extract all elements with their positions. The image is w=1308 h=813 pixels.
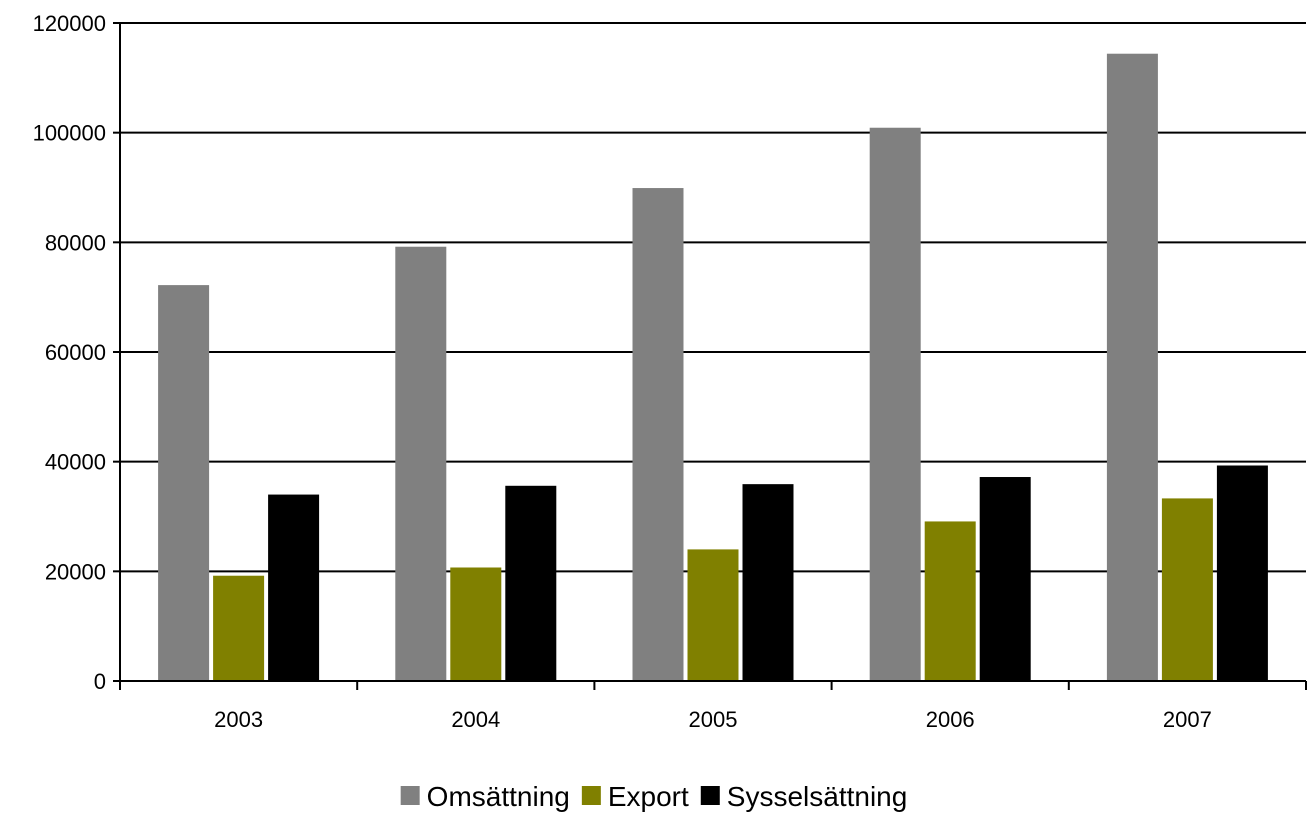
x-axis-tick-labels: 2003 2004 2005 2006 2007 xyxy=(214,707,1212,732)
y-tick-label: 80000 xyxy=(45,230,106,255)
y-tick-label: 120000 xyxy=(33,11,106,36)
legend-label: Export xyxy=(608,781,689,812)
y-axis-tick-labels: 0 20000 40000 60000 80000 100000 120000 xyxy=(33,11,106,694)
bar-export-2003 xyxy=(213,575,265,681)
legend-swatch xyxy=(700,786,720,805)
x-tick-label: 2006 xyxy=(926,707,975,732)
x-tick-label: 2004 xyxy=(451,707,500,732)
bar-omsättning-2005 xyxy=(632,188,684,681)
axes xyxy=(113,22,1307,690)
bar-omsättning-2004 xyxy=(395,246,447,681)
bar-sysselsättning-2005 xyxy=(742,484,794,681)
y-tick-label: 20000 xyxy=(45,559,106,584)
legend-swatch xyxy=(581,786,601,805)
x-tick-label: 2003 xyxy=(214,707,263,732)
bar-export-2006 xyxy=(924,521,976,681)
bar-omsättning-2003 xyxy=(158,285,210,681)
bar-omsättning-2006 xyxy=(869,127,921,681)
y-tick-label: 60000 xyxy=(45,340,106,365)
legend-item-export: Export xyxy=(581,781,689,812)
legend-label: Sysselsättning xyxy=(727,781,908,812)
bar-export-2004 xyxy=(450,567,502,681)
legend-item-omsättning: Omsättning xyxy=(400,781,570,812)
y-tick-label: 100000 xyxy=(33,121,106,146)
legend-item-sysselsättning: Sysselsättning xyxy=(700,781,908,812)
bar-export-2005 xyxy=(687,549,739,681)
x-tick-label: 2005 xyxy=(689,707,738,732)
legend: Omsättning Export Sysselsättning xyxy=(400,781,908,812)
bar-sysselsättning-2004 xyxy=(505,485,557,681)
y-tick-label: 0 xyxy=(94,669,106,694)
bars xyxy=(158,53,1268,681)
x-tick-label: 2007 xyxy=(1163,707,1212,732)
bar-omsättning-2007 xyxy=(1106,53,1158,681)
y-tick-label: 40000 xyxy=(45,450,106,475)
legend-swatch xyxy=(400,786,420,805)
bar-export-2007 xyxy=(1161,498,1213,681)
bar-sysselsättning-2006 xyxy=(979,477,1031,681)
legend-label: Omsättning xyxy=(427,781,570,812)
bar-sysselsättning-2003 xyxy=(268,494,320,681)
bar-sysselsättning-2007 xyxy=(1216,465,1268,681)
